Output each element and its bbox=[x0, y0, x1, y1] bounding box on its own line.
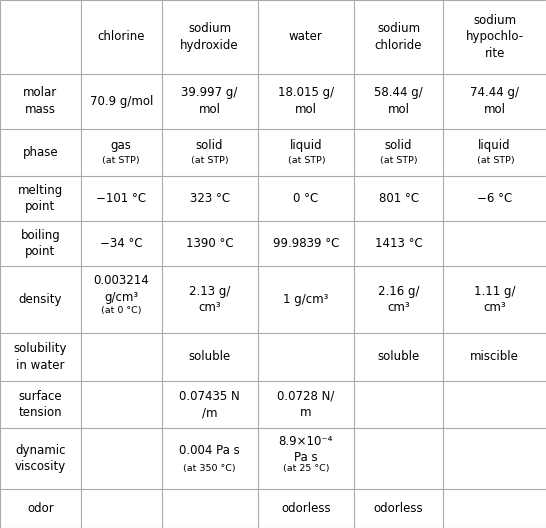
Text: soluble: soluble bbox=[377, 351, 420, 363]
Text: dynamic
viscosity: dynamic viscosity bbox=[15, 444, 66, 474]
Text: 2.13 g/
cm³: 2.13 g/ cm³ bbox=[189, 285, 230, 314]
Text: (at 0 °C): (at 0 °C) bbox=[101, 306, 141, 315]
Text: 0 °C: 0 °C bbox=[293, 192, 318, 205]
Text: 323 °C: 323 °C bbox=[189, 192, 230, 205]
Text: (at STP): (at STP) bbox=[474, 156, 515, 165]
Text: liquid: liquid bbox=[289, 139, 322, 152]
Text: sodium
chloride: sodium chloride bbox=[375, 22, 422, 52]
Text: solid: solid bbox=[196, 139, 223, 152]
Text: melting
point: melting point bbox=[18, 184, 63, 213]
Text: −34 °C: −34 °C bbox=[100, 237, 143, 250]
Text: (at STP): (at STP) bbox=[380, 156, 417, 165]
Text: 1413 °C: 1413 °C bbox=[375, 237, 423, 250]
Text: −101 °C: −101 °C bbox=[96, 192, 146, 205]
Text: (at 25 °C): (at 25 °C) bbox=[282, 465, 329, 474]
Text: boiling
point: boiling point bbox=[21, 229, 60, 258]
Text: liquid: liquid bbox=[478, 139, 511, 152]
Text: (at 350 °C): (at 350 °C) bbox=[183, 465, 236, 474]
Text: 8.9×10⁻⁴
Pa s: 8.9×10⁻⁴ Pa s bbox=[278, 435, 333, 464]
Text: (at STP): (at STP) bbox=[103, 156, 140, 165]
Text: 801 °C: 801 °C bbox=[378, 192, 419, 205]
Text: density: density bbox=[19, 293, 62, 306]
Text: gas: gas bbox=[111, 139, 132, 152]
Text: sodium
hypochlo-
rite: sodium hypochlo- rite bbox=[466, 14, 524, 60]
Text: 2.16 g/
cm³: 2.16 g/ cm³ bbox=[378, 285, 419, 314]
Text: 18.015 g/
mol: 18.015 g/ mol bbox=[278, 87, 334, 116]
Text: miscible: miscible bbox=[470, 351, 519, 363]
Text: −6 °C: −6 °C bbox=[477, 192, 512, 205]
Text: 0.0728 N/
m: 0.0728 N/ m bbox=[277, 390, 335, 419]
Text: soluble: soluble bbox=[188, 351, 231, 363]
Text: phase: phase bbox=[22, 146, 58, 159]
Text: 0.004 Pa s: 0.004 Pa s bbox=[179, 444, 240, 457]
Text: 1.11 g/
cm³: 1.11 g/ cm³ bbox=[474, 285, 515, 314]
Text: 39.997 g/
mol: 39.997 g/ mol bbox=[181, 87, 238, 116]
Text: 58.44 g/
mol: 58.44 g/ mol bbox=[374, 87, 423, 116]
Text: 70.9 g/mol: 70.9 g/mol bbox=[90, 95, 153, 108]
Text: odorless: odorless bbox=[281, 502, 330, 515]
Text: odor: odor bbox=[27, 502, 54, 515]
Text: solubility
in water: solubility in water bbox=[14, 342, 67, 372]
Text: (at STP): (at STP) bbox=[191, 156, 228, 165]
Text: chlorine: chlorine bbox=[98, 30, 145, 43]
Text: 0.003214
g/cm³: 0.003214 g/cm³ bbox=[93, 275, 149, 304]
Text: odorless: odorless bbox=[374, 502, 423, 515]
Text: molar
mass: molar mass bbox=[23, 87, 57, 116]
Text: sodium
hydroxide: sodium hydroxide bbox=[180, 22, 239, 52]
Text: 1390 °C: 1390 °C bbox=[186, 237, 234, 250]
Text: water: water bbox=[289, 30, 323, 43]
Text: 99.9839 °C: 99.9839 °C bbox=[272, 237, 339, 250]
Text: (at STP): (at STP) bbox=[286, 156, 326, 165]
Text: 74.44 g/
mol: 74.44 g/ mol bbox=[470, 87, 519, 116]
Text: solid: solid bbox=[385, 139, 412, 152]
Text: surface
tension: surface tension bbox=[19, 390, 62, 419]
Text: 0.07435 N
/m: 0.07435 N /m bbox=[179, 390, 240, 419]
Text: 1 g/cm³: 1 g/cm³ bbox=[283, 293, 329, 306]
